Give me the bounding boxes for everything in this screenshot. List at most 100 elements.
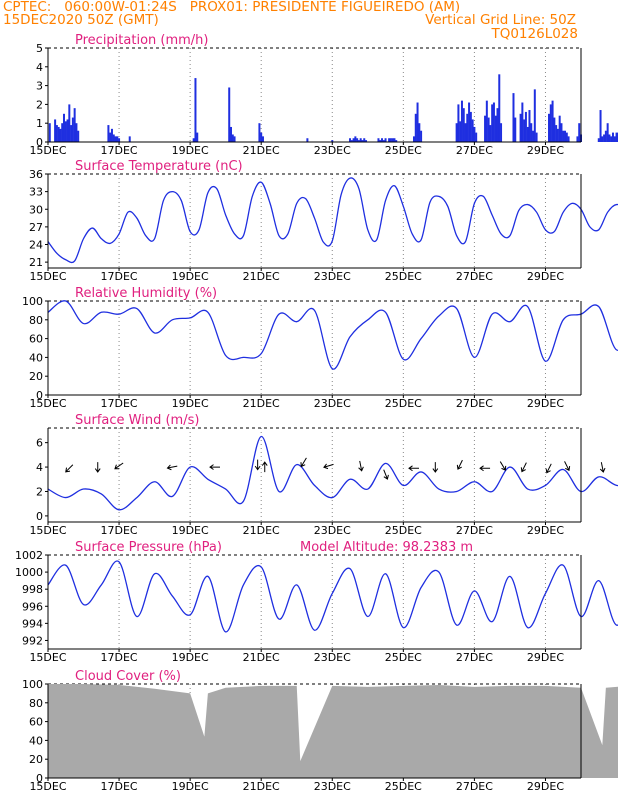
x-tick-label: 25DEC [385, 780, 422, 793]
precip-bar [567, 136, 570, 142]
y-tick-label: 80 [29, 314, 43, 327]
precip-bar [496, 108, 499, 142]
y-tick-label: 994 [22, 617, 43, 630]
panel-title: Surface Pressure (hPa) [75, 540, 222, 555]
x-tick-label: 27DEC [456, 270, 493, 283]
x-tick-label: 29DEC [527, 651, 564, 664]
precip-bar [603, 134, 606, 142]
y-tick-label: 0 [36, 510, 43, 523]
wind-arrow [358, 460, 364, 472]
precip-bar [464, 123, 467, 142]
wind-arrow [408, 465, 419, 472]
precip-bar [468, 102, 471, 142]
wind-arrow [499, 461, 507, 471]
x-tick-label: 29DEC [527, 780, 564, 793]
x-tick-label: 17DEC [101, 651, 138, 664]
wind-arrow [65, 464, 74, 473]
precip-bar [484, 115, 487, 142]
precip-bar [118, 138, 121, 142]
wind-arrow [456, 459, 463, 470]
x-tick-label: 17DEC [101, 144, 138, 157]
x-tick-label: 21DEC [243, 651, 280, 664]
panel-title: Cloud Cover (%) [75, 669, 181, 684]
precip-bar [514, 117, 517, 142]
precip-bar [128, 136, 131, 142]
precip-bar [462, 108, 465, 142]
panel-0 [45, 47, 618, 145]
x-tick-label: 15DEC [29, 524, 66, 537]
precip-bar [354, 136, 357, 142]
precip-bar [556, 128, 559, 142]
x-tick-label: 23DEC [314, 144, 351, 157]
wind-arrow [479, 465, 491, 472]
precip-bar [389, 138, 392, 142]
precip-bar [564, 130, 567, 142]
precip-bar [388, 138, 391, 142]
precip-bar [530, 123, 533, 142]
precip-bar [68, 104, 71, 142]
x-tick-label: 21DEC [243, 270, 280, 283]
precip-bar [469, 111, 472, 142]
x-tick-label: 19DEC [172, 270, 209, 283]
precip-bar [535, 132, 538, 142]
precip-bar [485, 100, 488, 142]
precip-bar [492, 102, 495, 142]
y-tick-label: 1002 [15, 549, 43, 562]
y-tick-label: 2 [36, 485, 43, 498]
x-tick-label: 25DEC [385, 524, 422, 537]
wind-arrow [323, 463, 334, 470]
x-tick-label: 15DEC [29, 397, 66, 410]
precip-bar [107, 125, 110, 142]
precip-bar [365, 140, 368, 142]
precip-bar [192, 138, 195, 142]
wind-arrow [300, 457, 307, 468]
precip-bar [112, 134, 115, 142]
precip-bar [599, 110, 602, 142]
precip-bar [460, 100, 463, 142]
precip-bar [471, 119, 474, 142]
precip-bar [610, 136, 613, 142]
y-tick-label: 0 [36, 772, 43, 785]
header-run-id: TQ0126L028 [491, 26, 578, 42]
wind-arrow [114, 462, 124, 470]
x-tick-label: 19DEC [172, 397, 209, 410]
precip-bar [261, 136, 264, 142]
x-tick-label: 23DEC [314, 780, 351, 793]
x-tick-label: 19DEC [172, 780, 209, 793]
precip-bar [114, 136, 117, 142]
x-tick-label: 17DEC [101, 524, 138, 537]
precip-bar [551, 100, 554, 142]
precip-bar [352, 138, 355, 142]
series-line [47, 560, 618, 633]
header-line1: CPTEC: 060:00W-01:24S PROX01: PRESIDENTE… [3, 0, 461, 15]
precip-bar [70, 125, 73, 142]
x-tick-label: 25DEC [385, 397, 422, 410]
precip-bar [258, 123, 261, 142]
y-tick-label: 21 [29, 256, 43, 269]
x-tick-label: 15DEC [29, 780, 66, 793]
panel-5 [45, 683, 618, 781]
precip-bar [558, 115, 561, 142]
precip-bar [487, 117, 490, 142]
precip-bar [519, 113, 522, 142]
y-tick-label: 1 [36, 117, 43, 130]
x-tick-label: 23DEC [314, 397, 351, 410]
x-tick-label: 19DEC [172, 144, 209, 157]
panel-2 [45, 300, 618, 398]
precip-bar [59, 128, 62, 142]
x-tick-label: 29DEC [527, 397, 564, 410]
precip-bar [57, 126, 60, 142]
series-line [47, 435, 618, 511]
x-tick-label: 25DEC [385, 270, 422, 283]
y-tick-label: 998 [22, 583, 43, 596]
y-tick-label: 1000 [15, 566, 43, 579]
y-tick-label: 100 [22, 295, 43, 308]
precip-bar [231, 134, 234, 142]
precip-bar [356, 138, 359, 142]
precip-bar [377, 138, 380, 142]
x-tick-label: 17DEC [101, 780, 138, 793]
y-tick-label: 5 [36, 42, 43, 55]
precip-bar [500, 123, 503, 142]
precip-bar [359, 138, 362, 142]
